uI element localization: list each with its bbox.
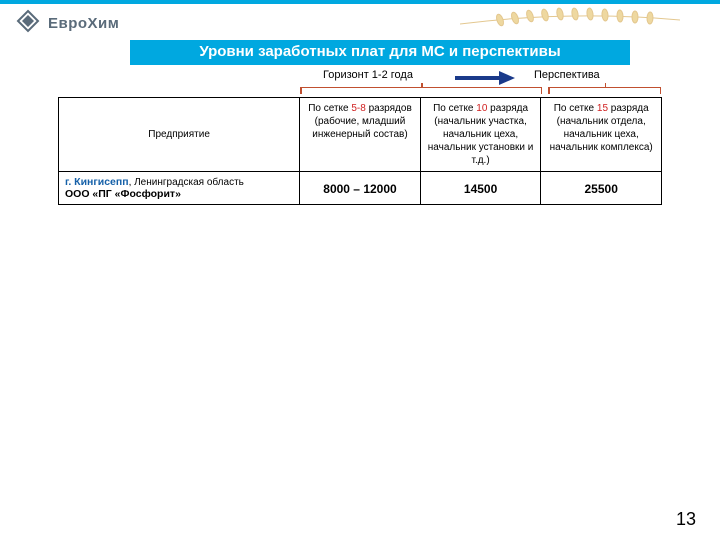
cell-v1: 8000 – 12000 (300, 172, 421, 205)
cell-v2: 14500 (420, 172, 541, 205)
logo-text: ЕвроХим (48, 15, 119, 32)
col-grade-15: По сетке 15 разряда (начальник отдела, н… (541, 98, 662, 172)
salary-table: Предприятие По сетке 5-8 разрядов (рабоч… (58, 97, 662, 205)
callout-area: Горизонт 1-2 года Перспектива (0, 69, 720, 95)
wheat-decoration (460, 2, 680, 37)
header: ЕвроХим (0, 4, 720, 40)
bracket-horizon (300, 87, 542, 95)
col-grade-5-8: По сетке 5-8 разрядов (рабочие, младший … (300, 98, 421, 172)
cell-enterprise: г. Кингисепп, Ленинградская область ООО … (59, 172, 300, 205)
perspective-label: Перспектива (534, 69, 600, 81)
col-grade-10: По сетке 10 разряда (начальник участка, … (420, 98, 541, 172)
cell-v3: 25500 (541, 172, 662, 205)
col-enterprise: Предприятие (59, 98, 300, 172)
horizon-label: Горизонт 1-2 года (323, 69, 413, 81)
page-number: 13 (676, 509, 696, 530)
bracket-perspective (548, 87, 661, 95)
table-row: г. Кингисепп, Ленинградская область ООО … (59, 172, 662, 205)
slide-title: Уровни заработных плат для МС и перспект… (130, 40, 630, 65)
table-header-row: Предприятие По сетке 5-8 разрядов (рабоч… (59, 98, 662, 172)
logo-icon (16, 9, 40, 38)
